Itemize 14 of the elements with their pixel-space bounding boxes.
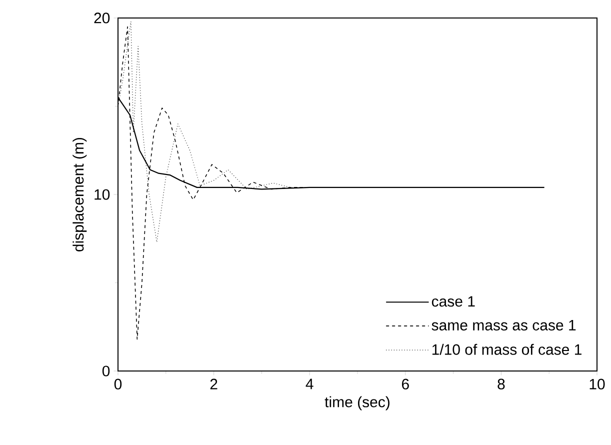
x-tick-label: 6 <box>402 378 409 390</box>
y-tick-label: 10 <box>94 189 110 200</box>
x-tick-label: 0 <box>114 378 122 390</box>
legend-label: 1/10 of mass of case 1 <box>432 344 582 355</box>
legend-label: same mass as case 1 <box>432 320 576 330</box>
y-tick-label: 0 <box>102 366 110 376</box>
y-axis-title: displacement (m) <box>72 138 87 252</box>
x-tick-label: 4 <box>306 378 314 390</box>
x-tick-label: 10 <box>590 378 605 390</box>
x-tick-label: 2 <box>210 378 218 390</box>
legend-label: case 1 <box>432 296 475 307</box>
y-tick-label: 20 <box>94 12 110 24</box>
x-axis-title: time (sec) <box>324 396 390 410</box>
x-tick-label: 8 <box>498 378 505 390</box>
